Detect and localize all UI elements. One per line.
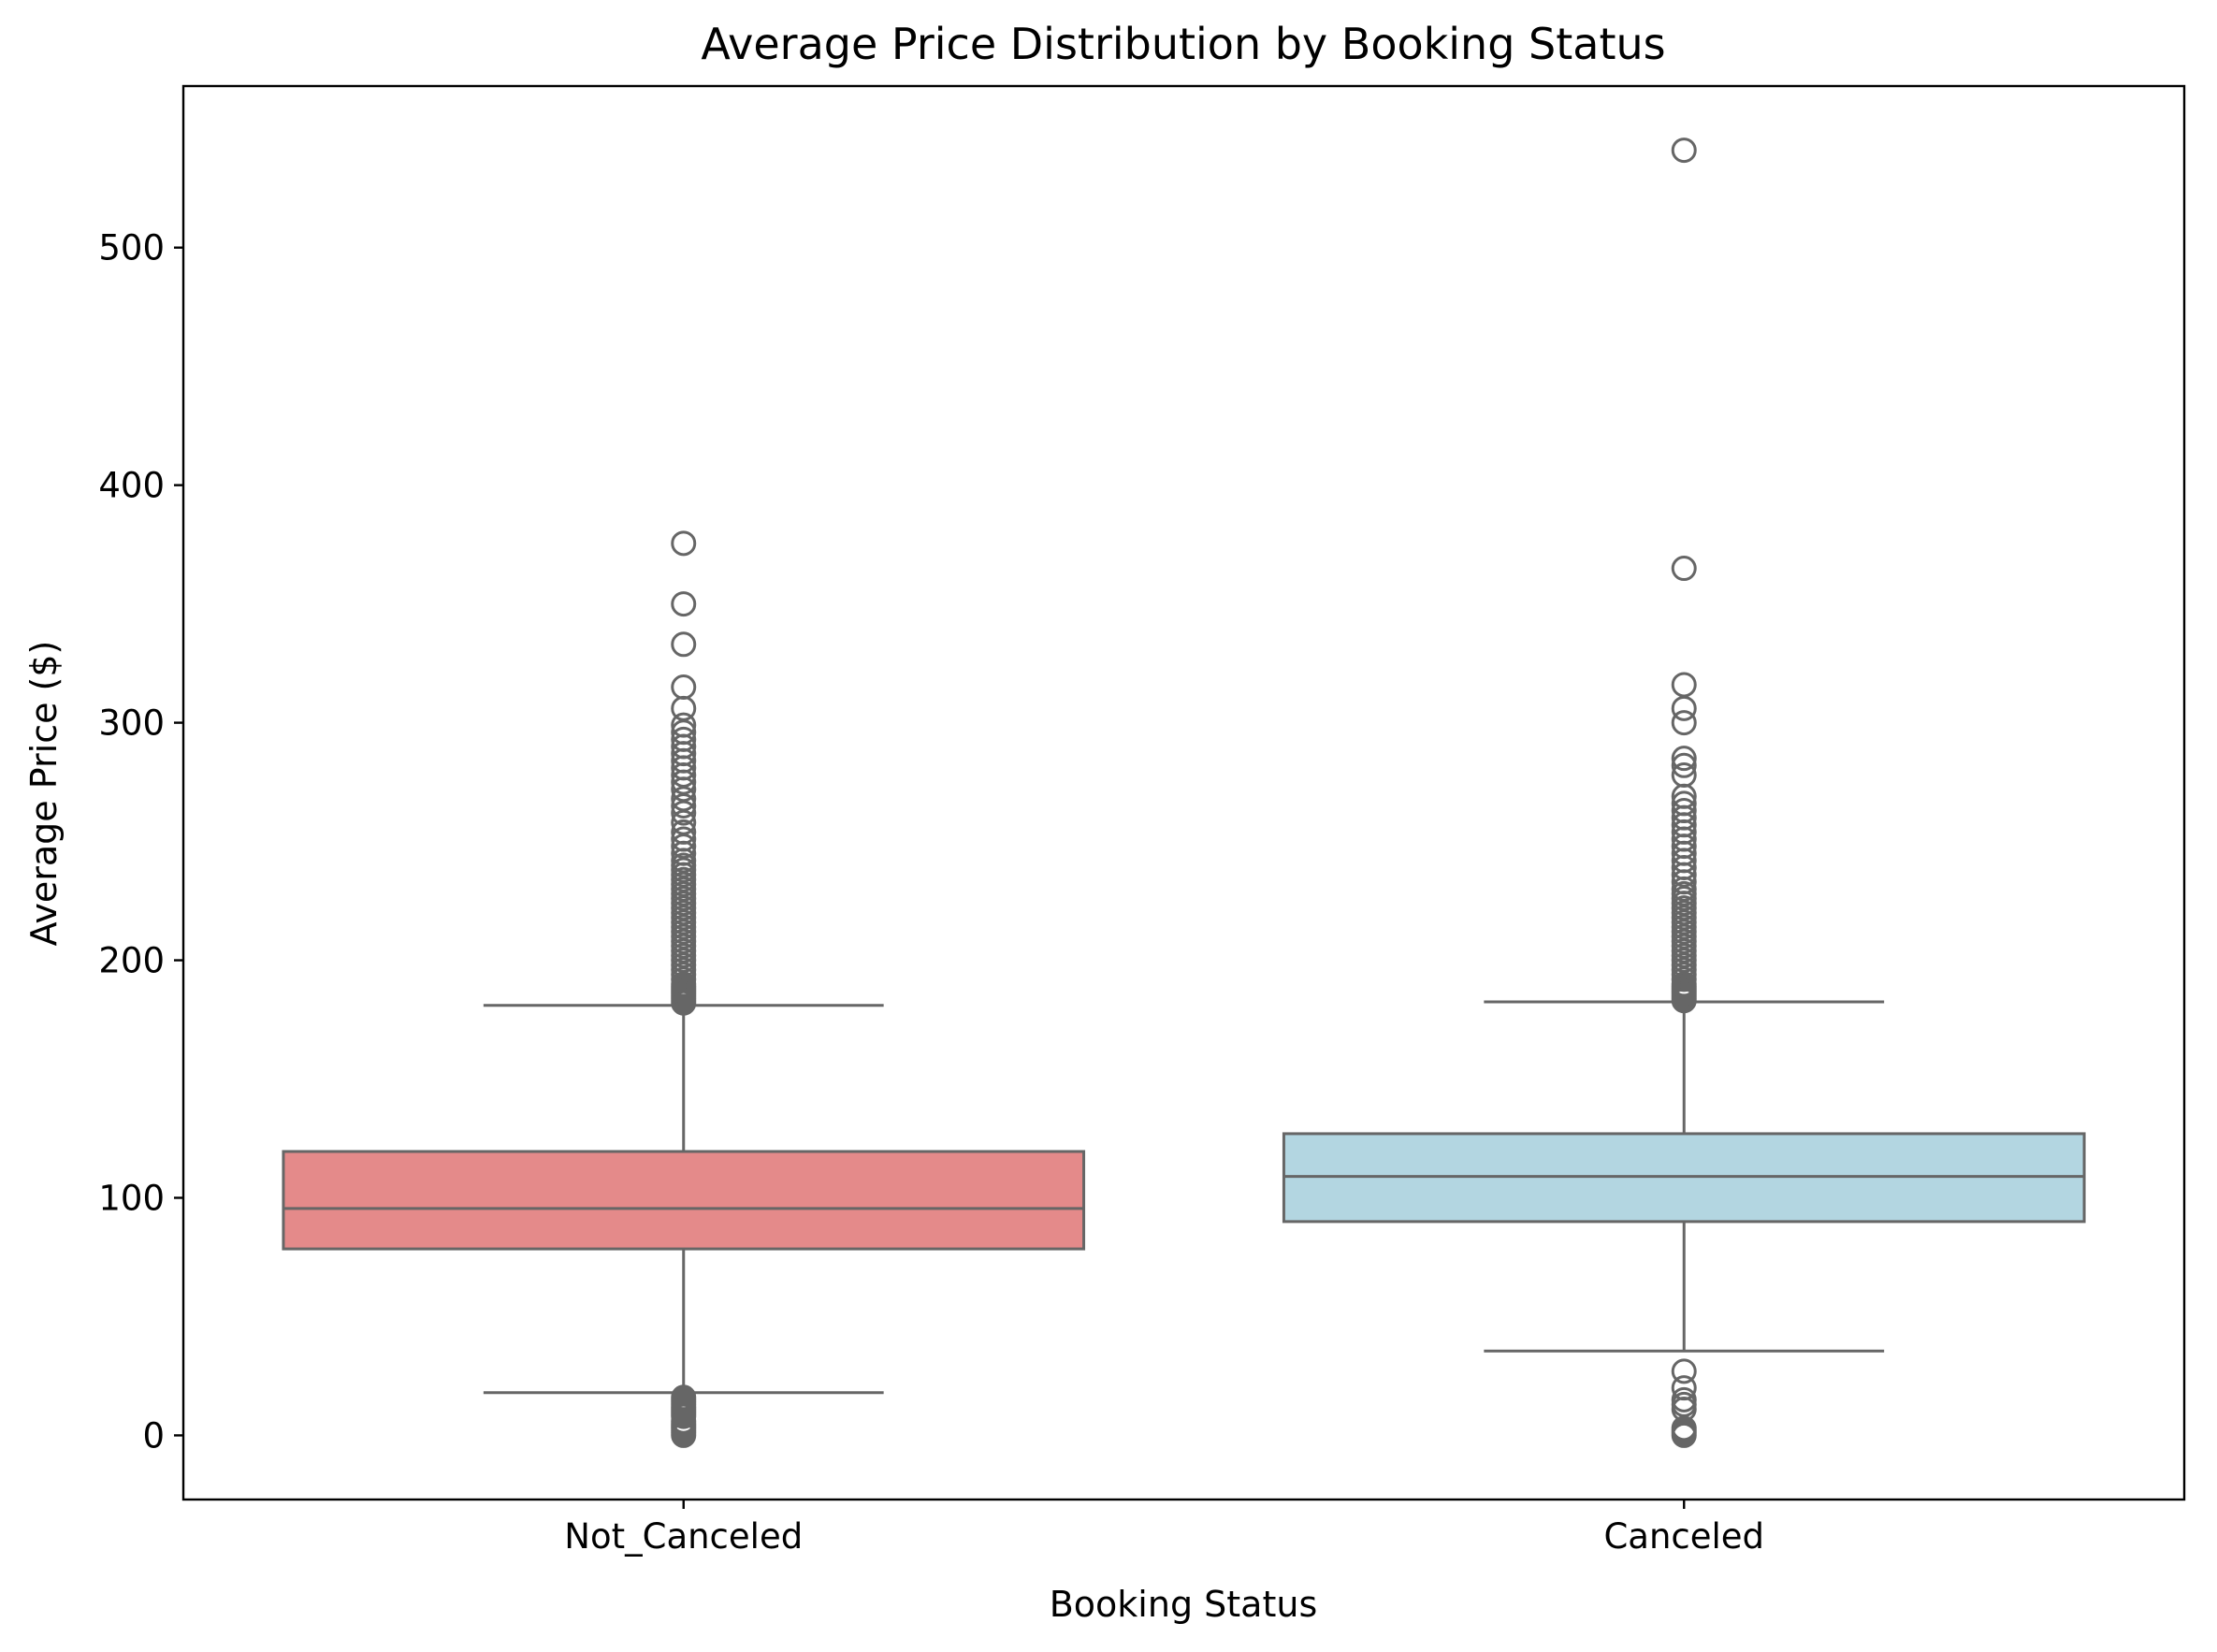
iqr-box (282, 1150, 1086, 1251)
outlier-point (1671, 790, 1697, 817)
outlier-point (671, 712, 697, 738)
y-tick-label-0: 0 (142, 1415, 165, 1456)
outlier-point (671, 591, 697, 617)
outlier-point (1671, 1358, 1697, 1384)
box-plots (282, 138, 2086, 1448)
outlier-point (1671, 798, 1697, 824)
outlier-point (671, 726, 697, 752)
plot-frame (181, 84, 2186, 1501)
outlier-point (1671, 672, 1697, 698)
y-tick-label-100: 100 (98, 1178, 165, 1218)
box-group-Not_Canceled (282, 530, 1086, 1448)
x-tick-label-Not_Canceled: Not_Canceled (564, 1516, 803, 1557)
outlier-point (1671, 752, 1697, 778)
outlier-point (671, 530, 697, 557)
outlier-point (1671, 1386, 1697, 1413)
chart-title: Average Price Distribution by Booking St… (701, 19, 1665, 69)
outlier-point (1671, 1375, 1697, 1401)
x-tick-label-Canceled: Canceled (1603, 1516, 1764, 1557)
outlier-point (671, 695, 697, 721)
x-axis: Not_Canceled Canceled (564, 1500, 1764, 1557)
box-group-Canceled (1282, 138, 2086, 1448)
outlier-point (671, 631, 697, 658)
outlier-point (671, 826, 697, 852)
outlier-point (1671, 746, 1697, 772)
outlier-point (1671, 138, 1697, 164)
y-axis: 0 100 200 300 400 500 (98, 228, 183, 1456)
outlier-point (1671, 710, 1697, 736)
y-tick-label-400: 400 (98, 466, 165, 506)
x-axis-label: Booking Status (1050, 1584, 1318, 1625)
outlier-point (671, 674, 697, 700)
y-axis-label: Average Price ($) (23, 641, 65, 947)
y-tick-label-500: 500 (98, 228, 165, 268)
outlier-point (1671, 761, 1697, 788)
outlier-point (1671, 695, 1697, 721)
y-tick-label-200: 200 (98, 941, 165, 981)
y-tick-label-300: 300 (98, 703, 165, 744)
outlier-point (1671, 556, 1697, 582)
outlier-point (671, 819, 697, 845)
outlier-point (671, 1384, 697, 1411)
